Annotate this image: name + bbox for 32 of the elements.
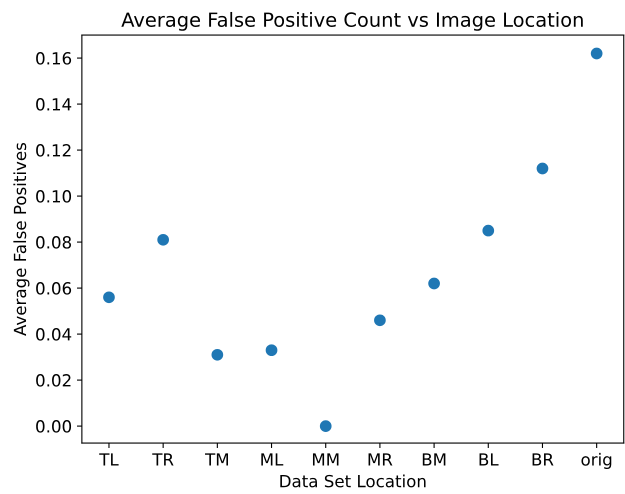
point [536, 162, 548, 174]
y-tick-label: 0.02 [36, 374, 70, 387]
x-tick-label: TL [99, 453, 119, 466]
x-tick-label: MR [368, 453, 392, 466]
point [103, 291, 115, 304]
point [374, 314, 386, 326]
y-tick-label: 0.12 [36, 144, 70, 157]
x-tick-label: TM [205, 453, 228, 466]
point [212, 348, 224, 361]
y-tick-label: 0.06 [36, 282, 72, 295]
x-tick-label: BM [422, 453, 446, 466]
y-tick-label: 0.04 [36, 328, 72, 341]
x-tick-label: TR [152, 453, 174, 466]
x-tick-label: MM [312, 453, 338, 466]
x-tick-label: ML [261, 453, 284, 466]
point [320, 420, 332, 432]
point [482, 224, 494, 236]
point [266, 344, 278, 356]
x-tick-label: BL [480, 453, 499, 466]
y-tick-label: 0.00 [36, 420, 72, 433]
y-tick-label: 0.08 [36, 236, 72, 249]
x-axis-title: Data Set Location [280, 474, 426, 488]
x-tick-label: orig [581, 452, 612, 469]
point [428, 278, 440, 290]
y-tick-label: 0.16 [36, 52, 72, 65]
x-tick-label: BR [532, 453, 554, 466]
chart-title: Average False Positive Count vs Image Location [121, 12, 583, 31]
y-axis-title: Average False Positives [13, 143, 30, 336]
y-tick-label: 0.14 [36, 98, 72, 111]
point [590, 48, 602, 60]
point [157, 234, 169, 246]
y-tick-label: 0.10 [36, 190, 72, 203]
